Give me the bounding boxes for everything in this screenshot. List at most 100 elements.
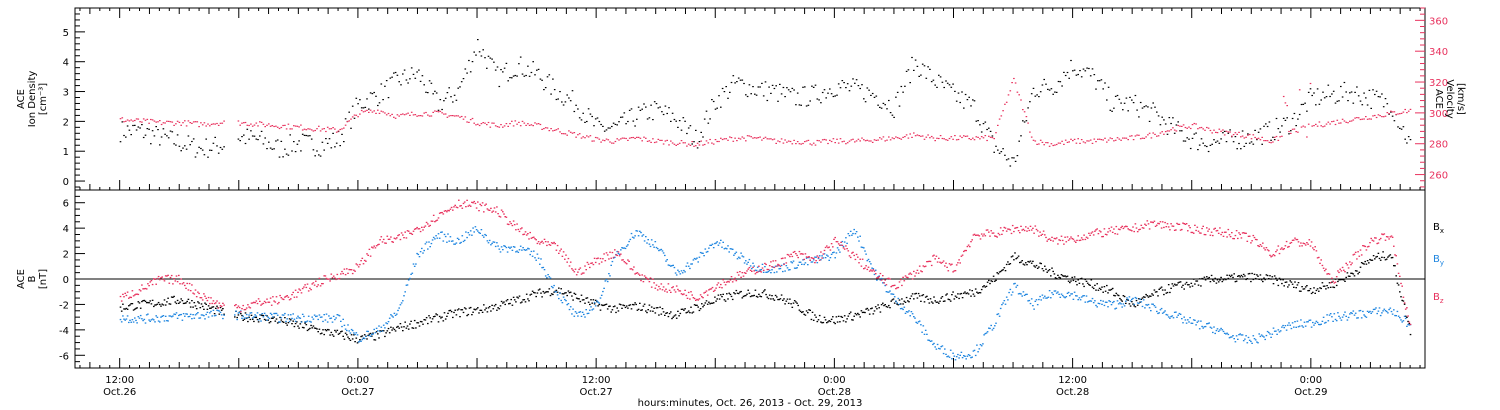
data-point [798, 309, 801, 311]
data-point [427, 92, 429, 94]
data-point [964, 249, 966, 252]
data-point [1304, 325, 1307, 327]
data-point [1375, 256, 1377, 258]
data-point [290, 314, 292, 316]
data-point [466, 72, 468, 74]
data-point [427, 114, 429, 116]
data-point [1375, 307, 1377, 309]
data-point [1102, 291, 1104, 293]
data-point [991, 329, 994, 331]
data-point [271, 125, 274, 127]
data-point [1172, 117, 1174, 119]
data-point [1311, 94, 1313, 97]
data-point [766, 99, 769, 102]
data-point [737, 274, 740, 276]
data-point [1179, 281, 1182, 283]
data-point [296, 143, 299, 145]
data-point [471, 61, 474, 63]
data-point [693, 304, 696, 306]
data-point [247, 304, 249, 306]
data-point [402, 330, 404, 332]
data-point [620, 253, 622, 255]
data-point [1213, 139, 1215, 141]
data-point [1326, 273, 1328, 275]
data-point [854, 233, 857, 235]
data-point [907, 311, 909, 313]
data-point [246, 124, 249, 126]
data-point [1338, 100, 1340, 102]
data-point [910, 273, 913, 275]
data-point [764, 81, 767, 83]
data-point [128, 120, 131, 122]
data-point [1123, 295, 1126, 298]
data-point [673, 143, 676, 145]
data-point [1240, 274, 1243, 277]
data-point [1197, 284, 1200, 286]
data-point [1350, 91, 1353, 93]
data-point [689, 267, 691, 270]
data-point [453, 115, 456, 117]
data-point [318, 154, 320, 156]
data-point [1283, 248, 1285, 250]
data-point [124, 308, 126, 310]
data-point [986, 281, 989, 283]
data-point [1220, 233, 1222, 236]
data-point [481, 234, 484, 237]
data-point [1030, 298, 1033, 300]
data-point [1325, 268, 1327, 270]
data-point [452, 240, 454, 242]
data-point [805, 256, 808, 258]
data-point [696, 304, 698, 306]
data-point [1045, 83, 1047, 85]
data-point [274, 301, 277, 303]
data-point [1145, 136, 1147, 138]
data-point [537, 289, 540, 291]
data-point [827, 92, 829, 94]
data-point [579, 300, 582, 303]
data-point [1050, 297, 1052, 299]
data-point [241, 317, 243, 319]
data-point [453, 206, 455, 208]
data-point [1389, 254, 1392, 256]
data-point [454, 204, 456, 206]
data-point [1286, 105, 1288, 107]
data-point [879, 137, 881, 139]
data-point [612, 122, 615, 124]
data-point [211, 315, 213, 317]
data-point [820, 141, 822, 143]
data-point [896, 91, 899, 93]
data-point [737, 77, 740, 79]
data-point [511, 249, 514, 251]
data-point [666, 312, 668, 314]
data-point [954, 359, 957, 361]
data-point [1216, 140, 1219, 142]
data-point [164, 275, 167, 277]
data-point [765, 271, 767, 273]
data-point [805, 257, 808, 259]
data-point [525, 249, 528, 251]
data-point [1396, 310, 1399, 313]
data-point [1181, 318, 1183, 320]
data-point [695, 129, 697, 131]
data-point [552, 287, 554, 289]
data-point [319, 333, 322, 335]
data-point [486, 208, 489, 210]
data-point [652, 310, 654, 312]
data-point [223, 304, 225, 306]
data-point [575, 274, 578, 276]
data-point [566, 294, 568, 297]
data-point [1172, 127, 1174, 129]
data-point [1259, 244, 1262, 246]
data-point [1139, 228, 1141, 230]
data-point [802, 259, 804, 261]
data-point [677, 310, 679, 312]
data-point [600, 123, 602, 126]
data-point [954, 270, 957, 272]
data-point [929, 68, 931, 70]
data-point [1175, 130, 1178, 132]
data-point [1252, 234, 1255, 237]
data-point [1079, 142, 1081, 144]
data-point [264, 137, 266, 139]
data-point [1344, 311, 1346, 313]
data-point [581, 299, 584, 301]
